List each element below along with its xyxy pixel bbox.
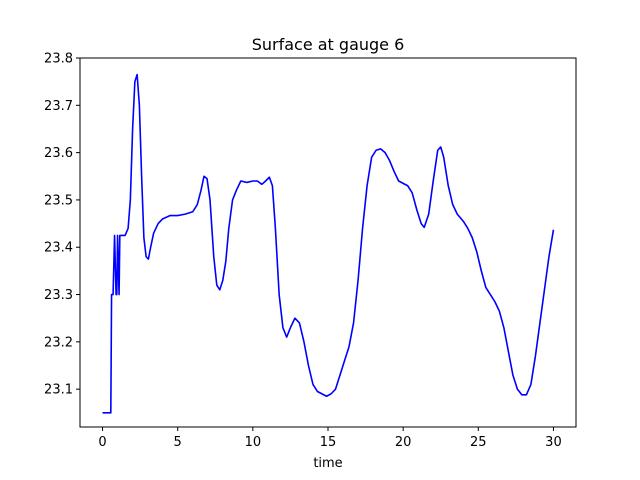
x-tick-label: 30	[545, 435, 562, 450]
y-tick-label: 23.4	[44, 241, 73, 256]
series-line	[102, 73, 555, 414]
y-tick-label: 23.5	[44, 193, 73, 208]
x-axis-label: time	[313, 456, 342, 471]
y-tick-label: 23.7	[44, 99, 73, 114]
x-tick-label: 5	[174, 435, 182, 450]
y-axis: 23.1 23.2 23.3 23.4 23.5 23.6 23.7 23.8	[44, 52, 80, 398]
x-tick-label: 15	[320, 435, 337, 450]
chart-title: Surface at gauge 6	[252, 35, 405, 54]
plot-frame	[79, 57, 577, 428]
y-tick-label: 23.3	[44, 288, 73, 303]
x-tick-label: 25	[470, 435, 487, 450]
y-tick-label: 23.6	[44, 146, 73, 161]
y-tick-label: 23.8	[44, 52, 73, 67]
plot-area	[102, 73, 555, 414]
y-tick-label: 23.1	[44, 383, 73, 398]
x-tick-label: 10	[245, 435, 262, 450]
y-tick-label: 23.2	[44, 335, 73, 350]
x-axis: 0 5 10 15 20 25 30	[98, 427, 562, 450]
x-tick-label: 0	[98, 435, 106, 450]
x-tick-label: 20	[395, 435, 412, 450]
